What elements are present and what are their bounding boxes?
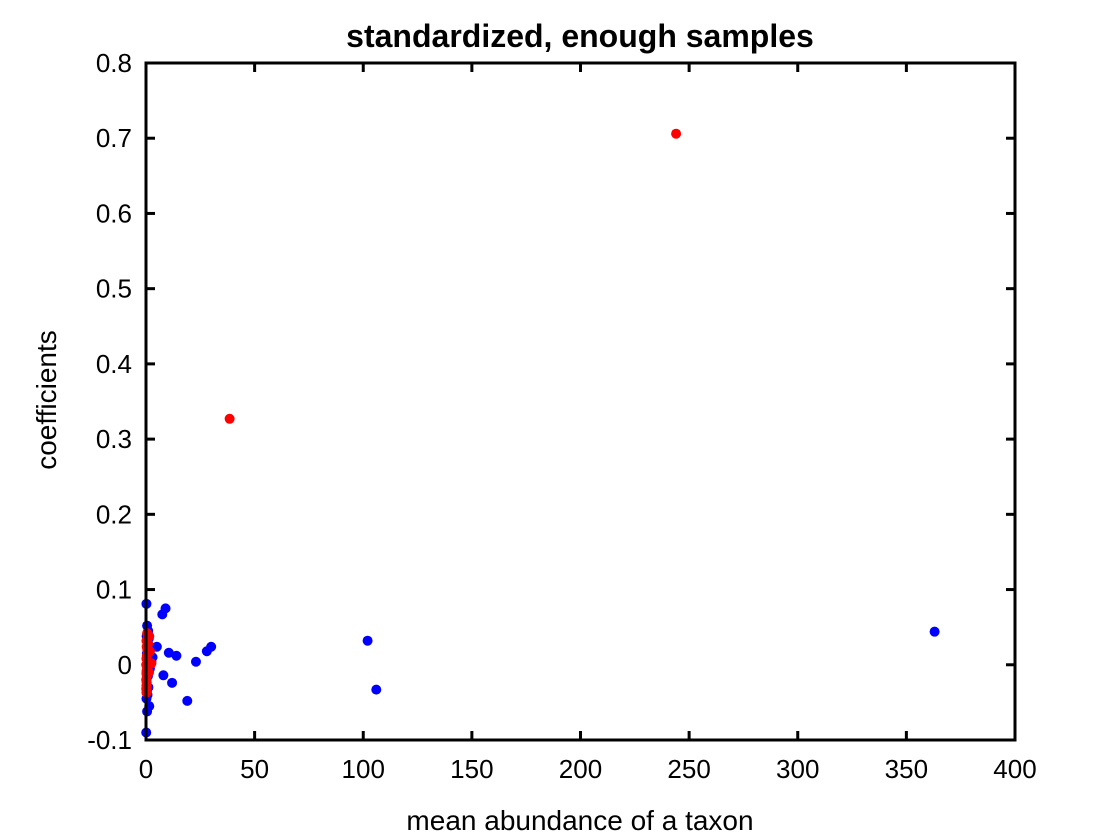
data-point-blue <box>206 641 217 652</box>
x-tick-label: 50 <box>240 754 269 784</box>
data-point-red <box>671 128 682 139</box>
chart-title: standardized, enough samples <box>346 18 814 54</box>
y-tick-label: 0.5 <box>96 274 132 304</box>
data-point-red <box>146 658 157 669</box>
points-layer <box>141 128 940 738</box>
y-tick-label: 0.8 <box>96 48 132 78</box>
y-tick-label: 0.3 <box>96 424 132 454</box>
y-tick-label: 0.1 <box>96 575 132 605</box>
data-point-blue <box>190 656 201 667</box>
data-point-blue <box>929 626 940 637</box>
x-tick-label: 100 <box>342 754 385 784</box>
y-tick-label: -0.1 <box>87 725 132 755</box>
y-tick-label: 0 <box>118 650 132 680</box>
data-point-blue <box>171 650 182 661</box>
y-axis-label: coefficients <box>31 330 62 470</box>
x-tick-label: 200 <box>559 754 602 784</box>
data-point-blue <box>362 635 373 646</box>
y-tick-label: 0.6 <box>96 198 132 228</box>
y-tick-label: 0.7 <box>96 123 132 153</box>
x-axis-label: mean abundance of a taxon <box>406 805 753 836</box>
x-tick-label: 350 <box>885 754 928 784</box>
data-point-red <box>224 413 235 424</box>
data-point-blue <box>163 647 174 658</box>
x-tick-label: 150 <box>450 754 493 784</box>
y-tick-label: 0.2 <box>96 499 132 529</box>
plot-frame <box>144 61 1017 742</box>
x-tick-label: 300 <box>776 754 819 784</box>
ticks-layer: 0 50 100 150 200 250 300 350 400-0.100.10.20.30.… <box>87 48 1037 784</box>
x-tick-label: 0 <box>139 754 153 784</box>
y-tick-label: 0.4 <box>96 349 132 379</box>
data-point-blue <box>160 603 171 614</box>
data-point-blue <box>167 677 178 688</box>
x-tick-label: 250 <box>667 754 710 784</box>
data-point-blue <box>158 670 169 681</box>
x-tick-label: 400 <box>993 754 1036 784</box>
data-point-blue <box>371 684 382 695</box>
data-point-blue <box>182 695 193 706</box>
